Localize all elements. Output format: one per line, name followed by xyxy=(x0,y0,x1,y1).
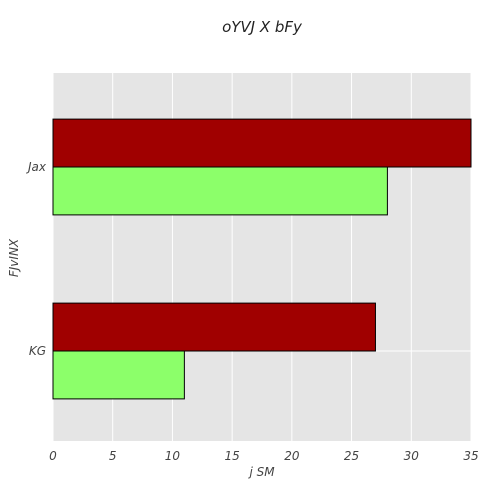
y-axis-label: FJvINX xyxy=(7,238,21,277)
bar xyxy=(52,350,185,400)
bar xyxy=(52,302,376,352)
x-tick-label: 25 xyxy=(344,449,359,463)
x-tick-label: 10 xyxy=(165,449,181,463)
chart-title: oYVJ X bFy xyxy=(222,18,303,36)
bars xyxy=(52,118,472,400)
x-axis-label: j SM xyxy=(247,465,275,479)
x-tick-label: 30 xyxy=(404,449,420,463)
x-tick-label: 15 xyxy=(225,449,240,463)
x-tick-label: 35 xyxy=(463,449,478,463)
x-tick-label: 0 xyxy=(49,449,57,463)
x-tick-labels: 0 5 10 15 20 25 30 35 xyxy=(49,449,478,463)
x-tick-label: 5 xyxy=(109,449,117,463)
y-tick-label: KG xyxy=(29,344,46,358)
y-tick-labels: Jax KG xyxy=(26,160,47,358)
bar xyxy=(52,166,388,216)
y-tick-label: Jax xyxy=(26,160,47,174)
x-tick-label: 20 xyxy=(284,449,300,463)
bar xyxy=(52,118,472,168)
